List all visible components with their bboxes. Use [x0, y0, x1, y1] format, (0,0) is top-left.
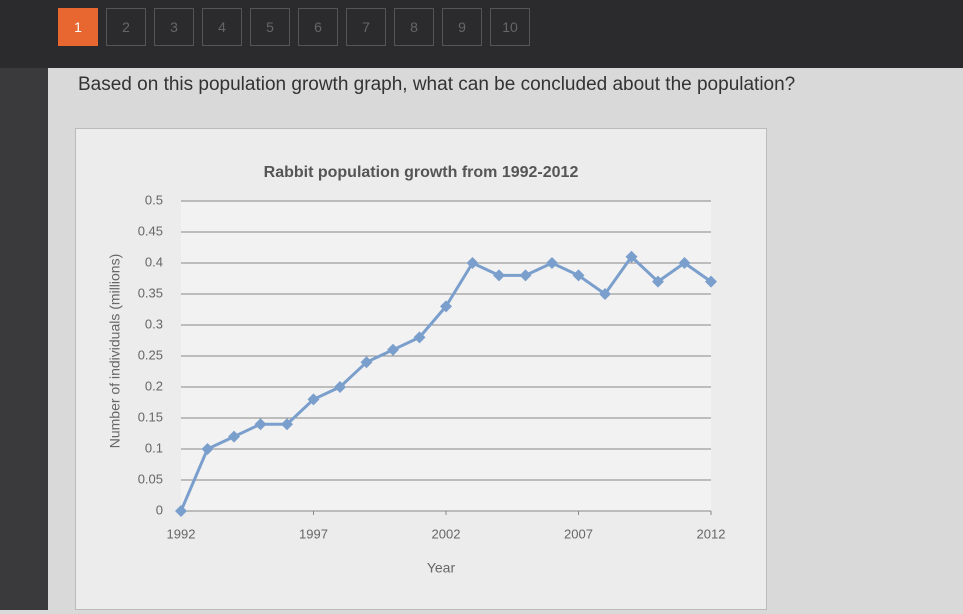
y-tick-label: 0.45 [138, 223, 163, 238]
data-point [599, 288, 611, 300]
data-point [572, 269, 585, 282]
nav-item[interactable]: 1 [58, 8, 98, 46]
nav-item[interactable]: 9 [442, 8, 482, 46]
data-point [334, 381, 346, 393]
y-axis-label: Number of individuals (millions) [107, 254, 123, 449]
data-point [307, 393, 320, 406]
y-tick-label: 0.5 [145, 192, 163, 207]
data-point [546, 257, 558, 269]
nav-item[interactable]: 6 [298, 8, 338, 46]
y-tick-label: 0.25 [138, 347, 163, 362]
data-point [360, 356, 373, 369]
data-point [413, 331, 426, 344]
y-tick-label: 0.1 [145, 440, 163, 455]
data-point [519, 269, 532, 282]
data-point [705, 275, 717, 288]
y-tick-label: 0.2 [145, 378, 163, 393]
nav-item[interactable]: 7 [346, 8, 386, 46]
data-point [201, 443, 214, 455]
data-point [625, 250, 638, 263]
nav-item[interactable]: 8 [394, 8, 434, 46]
chart-title: Rabbit population growth from 1992-2012 [264, 164, 579, 181]
data-point [440, 300, 452, 313]
side-bar [0, 68, 48, 610]
data-point [281, 418, 293, 431]
y-tick-label: 0.05 [138, 471, 163, 486]
data-point [493, 269, 505, 282]
data-point [678, 257, 691, 269]
nav-item[interactable]: 3 [154, 8, 194, 46]
x-axis-label: Year [427, 560, 456, 576]
y-tick-label: 0.15 [138, 409, 163, 424]
y-tick-label: 0.35 [138, 285, 163, 300]
data-point [652, 275, 664, 288]
data-point [228, 430, 240, 443]
nav-item[interactable]: 2 [106, 8, 146, 46]
data-point [387, 343, 399, 356]
question-nav: 1 2 3 4 5 6 7 8 9 10 [58, 8, 530, 46]
chart-box: Rabbit population growth from 1992-2012 … [75, 128, 767, 610]
x-tick-label: 1997 [299, 526, 328, 541]
x-tick-label: 2002 [432, 526, 461, 541]
y-tick-label: 0.4 [145, 254, 163, 269]
x-tick-label: 2012 [697, 526, 726, 541]
data-point [254, 418, 267, 431]
nav-item[interactable]: 4 [202, 8, 242, 46]
nav-item[interactable]: 10 [490, 8, 530, 46]
nav-item[interactable]: 5 [250, 8, 290, 46]
x-tick-label: 2007 [564, 526, 593, 541]
x-tick-label: 1992 [167, 526, 196, 541]
chart: Rabbit population growth from 1992-2012 … [107, 164, 726, 576]
y-tick-label: 0.3 [145, 316, 163, 331]
data-point [466, 257, 479, 269]
question-text: Based on this population growth graph, w… [78, 74, 796, 95]
y-tick-label: 0 [156, 502, 163, 517]
data-point [175, 505, 187, 517]
